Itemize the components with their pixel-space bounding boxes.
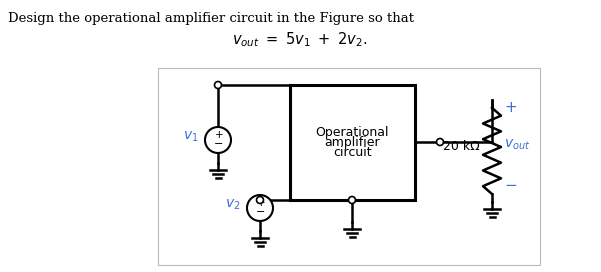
Circle shape [205, 127, 231, 153]
Bar [158, 68, 540, 265]
Text: circuit: circuit [333, 146, 372, 159]
Text: $v_{out}\ =\ 5v_1\ +\ 2v_2.$: $v_{out}\ =\ 5v_1\ +\ 2v_2.$ [232, 30, 368, 49]
Circle shape [257, 196, 263, 203]
Text: 20 kΩ: 20 kΩ [444, 141, 480, 153]
Circle shape [436, 138, 444, 146]
Text: −: − [215, 139, 224, 149]
Text: +: + [215, 130, 224, 140]
Circle shape [247, 195, 273, 221]
Text: $v_1$: $v_1$ [183, 130, 198, 144]
Text: $v_{out}$: $v_{out}$ [504, 138, 531, 152]
Circle shape [215, 82, 222, 88]
Text: $v_2$: $v_2$ [225, 198, 240, 212]
Text: +: + [257, 198, 265, 208]
Text: −: − [504, 178, 517, 193]
Text: −: − [256, 207, 266, 217]
Text: Operational: Operational [316, 126, 389, 139]
Bar [290, 85, 415, 200]
Text: +: + [504, 100, 517, 116]
Text: amplifier: amplifier [325, 136, 380, 149]
Text: Design the operational amplifier circuit in the Figure so that: Design the operational amplifier circuit… [8, 12, 414, 25]
Circle shape [349, 196, 356, 203]
